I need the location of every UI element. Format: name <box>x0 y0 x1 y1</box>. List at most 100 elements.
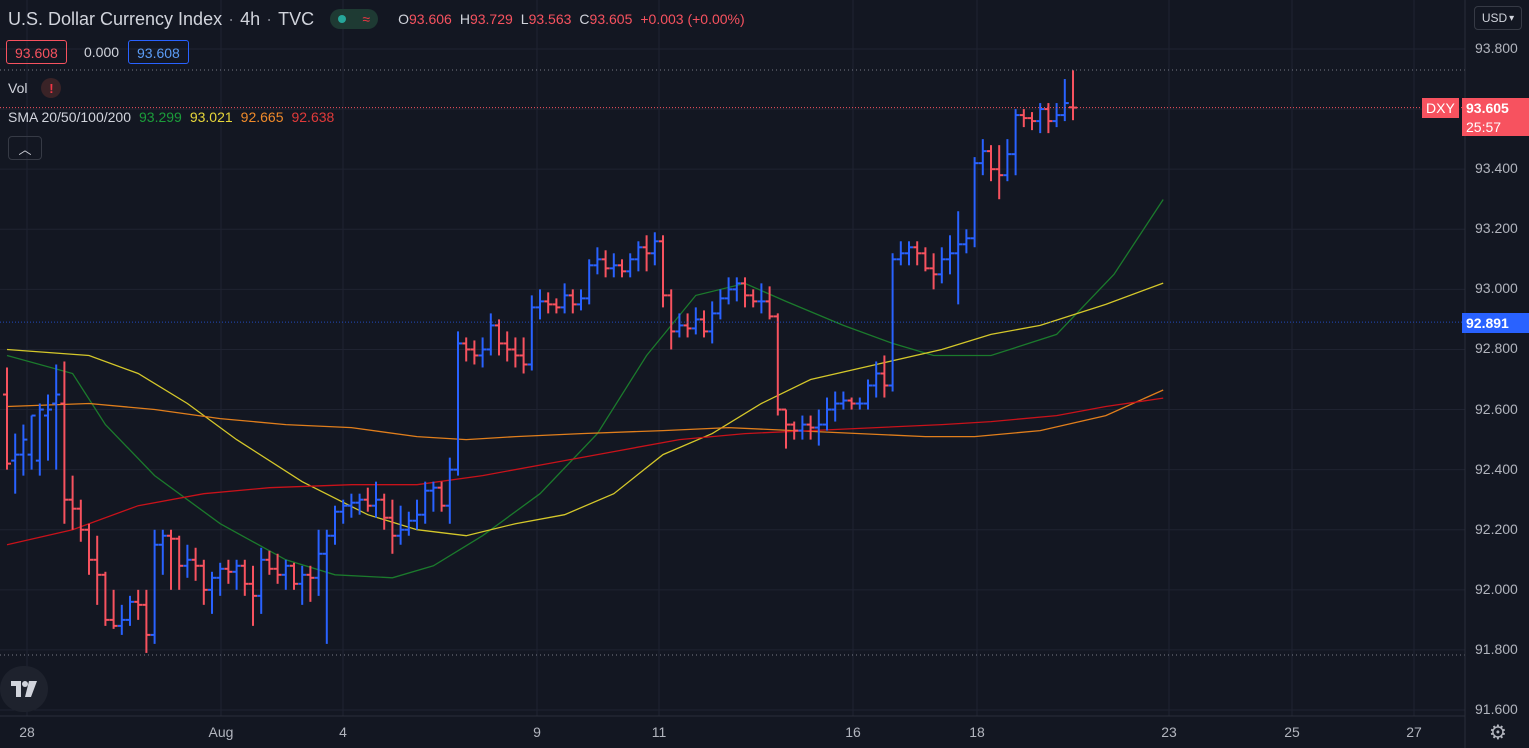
ohlc-bar <box>929 253 938 290</box>
ohlc-bar <box>3 367 11 470</box>
currency-selector[interactable]: USD ▾ <box>1474 6 1522 30</box>
ohlc-bar <box>1011 109 1020 176</box>
ohlc-bar <box>691 307 700 335</box>
ohlc-bar <box>454 331 462 476</box>
collapse-legend-button[interactable]: ︿ <box>8 136 42 160</box>
ohlc-bar <box>741 277 749 308</box>
chart-grid <box>0 0 1465 716</box>
change-value: +0.003 (+0.00%) <box>640 11 745 27</box>
ohlc-bar <box>855 397 864 410</box>
price-tick-label: 93.200 <box>1475 220 1518 237</box>
interval-label[interactable]: 4h <box>240 8 261 29</box>
buy-button[interactable]: 93.608 <box>128 40 189 64</box>
ohlc-bar <box>978 139 987 176</box>
spread-value: 0.000 <box>84 44 120 60</box>
ohlc-bar <box>847 397 856 410</box>
ohlc-bar <box>1044 103 1053 134</box>
ohlc-bar <box>191 547 200 581</box>
ohlc-bar <box>240 559 249 596</box>
ohlc-bar <box>134 589 143 620</box>
warning-icon[interactable]: ! <box>41 78 62 98</box>
price-tick-label: 91.600 <box>1475 701 1518 717</box>
chevron-up-icon: ︿ <box>18 141 32 157</box>
market-status-icon[interactable]: ≈ <box>330 9 379 29</box>
ohlc-bar <box>609 253 618 278</box>
ohlc-bar <box>413 499 421 530</box>
ohlc-bar <box>1003 139 1012 182</box>
ohlc-bar <box>1019 109 1028 128</box>
volume-label: Vol <box>8 80 28 96</box>
ohlc-bar <box>216 562 225 596</box>
low-label: L <box>520 11 529 27</box>
volume-indicator[interactable]: Vol ! <box>8 78 62 98</box>
sma-line <box>6 199 1164 579</box>
open-label: O <box>398 11 409 27</box>
ohlc-bar <box>1060 79 1069 122</box>
ohlc-bar <box>281 559 290 590</box>
open-value: 93.606 <box>409 11 452 27</box>
chevron-down-icon: ▾ <box>1509 12 1515 24</box>
ohlc-bar <box>60 361 69 524</box>
ohlc-bar <box>306 565 315 602</box>
ohlc-bar <box>52 364 61 470</box>
ohlc-bar <box>1052 103 1061 128</box>
time-tick-label: 9 <box>533 724 541 740</box>
ohlc-bar <box>158 529 167 575</box>
ohlc-bar <box>552 298 561 314</box>
ohlc-bar <box>199 559 208 605</box>
ohlc-bar <box>708 301 717 344</box>
ohlc-bar <box>175 535 184 590</box>
ohlc-bar <box>527 295 536 371</box>
settings-gear-icon[interactable]: ⚙ <box>1489 722 1507 744</box>
ohlc-bar <box>445 457 454 524</box>
ohlc-bar <box>208 571 216 614</box>
time-tick-label: 18 <box>969 724 985 740</box>
header-separator: · <box>228 8 235 29</box>
ohlc-bar <box>536 289 544 320</box>
ohlc-bar <box>355 493 364 515</box>
ohlc-bar <box>224 559 233 584</box>
ohlc-bar <box>782 408 790 449</box>
symbol-title[interactable]: U.S. Dollar Currency Index <box>8 8 223 29</box>
ohlc-bar <box>388 499 397 554</box>
ohlc-bar <box>601 250 610 278</box>
ohlc-bar <box>831 391 840 422</box>
ohlc-bar <box>404 511 413 536</box>
sma20-value: 93.299 <box>139 109 182 125</box>
tradingview-logo-icon[interactable] <box>0 666 48 712</box>
symbol-price-tag: DXY <box>1422 98 1459 118</box>
ohlc-bar <box>273 553 282 584</box>
sma-indicator-legend[interactable]: SMA 20/50/100/200 93.299 93.021 92.665 9… <box>8 109 334 125</box>
ohlc-bar <box>732 277 741 302</box>
ohlc-bar <box>126 595 134 626</box>
ohlc-bar <box>331 505 339 545</box>
close-label: C <box>579 11 590 27</box>
sma-line <box>6 397 1164 546</box>
ohlc-bar <box>495 319 503 356</box>
ohlc-bar <box>683 313 692 338</box>
ohlc-bar <box>896 241 905 266</box>
ohlc-bar <box>19 424 28 476</box>
time-tick-label: 25 <box>1284 724 1300 740</box>
ohlc-bar <box>11 433 20 494</box>
ohlc-bar <box>183 544 192 578</box>
price-tick-label: 92.600 <box>1475 400 1518 417</box>
ohlc-bar <box>716 289 725 320</box>
sell-button[interactable]: 93.608 <box>6 40 67 64</box>
level-price-tag: 92.891 <box>1462 313 1529 333</box>
close-value: 93.605 <box>589 11 633 27</box>
ohlc-bar <box>265 550 274 575</box>
ohlc-bar <box>700 310 708 338</box>
ohlc-bar <box>806 415 815 440</box>
ohlc-bar <box>872 361 881 398</box>
ohlc-bar <box>290 562 298 590</box>
ohlc-bar <box>1069 70 1077 121</box>
ohlc-bar <box>921 247 930 272</box>
ohlc-legend: O93.606 H93.729 L93.563 C93.605 +0.003 (… <box>398 11 745 27</box>
data-delay-icon: ≈ <box>362 11 371 27</box>
ohlc-bar <box>937 247 946 284</box>
ohlc-bar <box>347 493 356 518</box>
time-tick-label: 4 <box>339 724 347 740</box>
price-tick-label: 93.000 <box>1475 280 1518 297</box>
